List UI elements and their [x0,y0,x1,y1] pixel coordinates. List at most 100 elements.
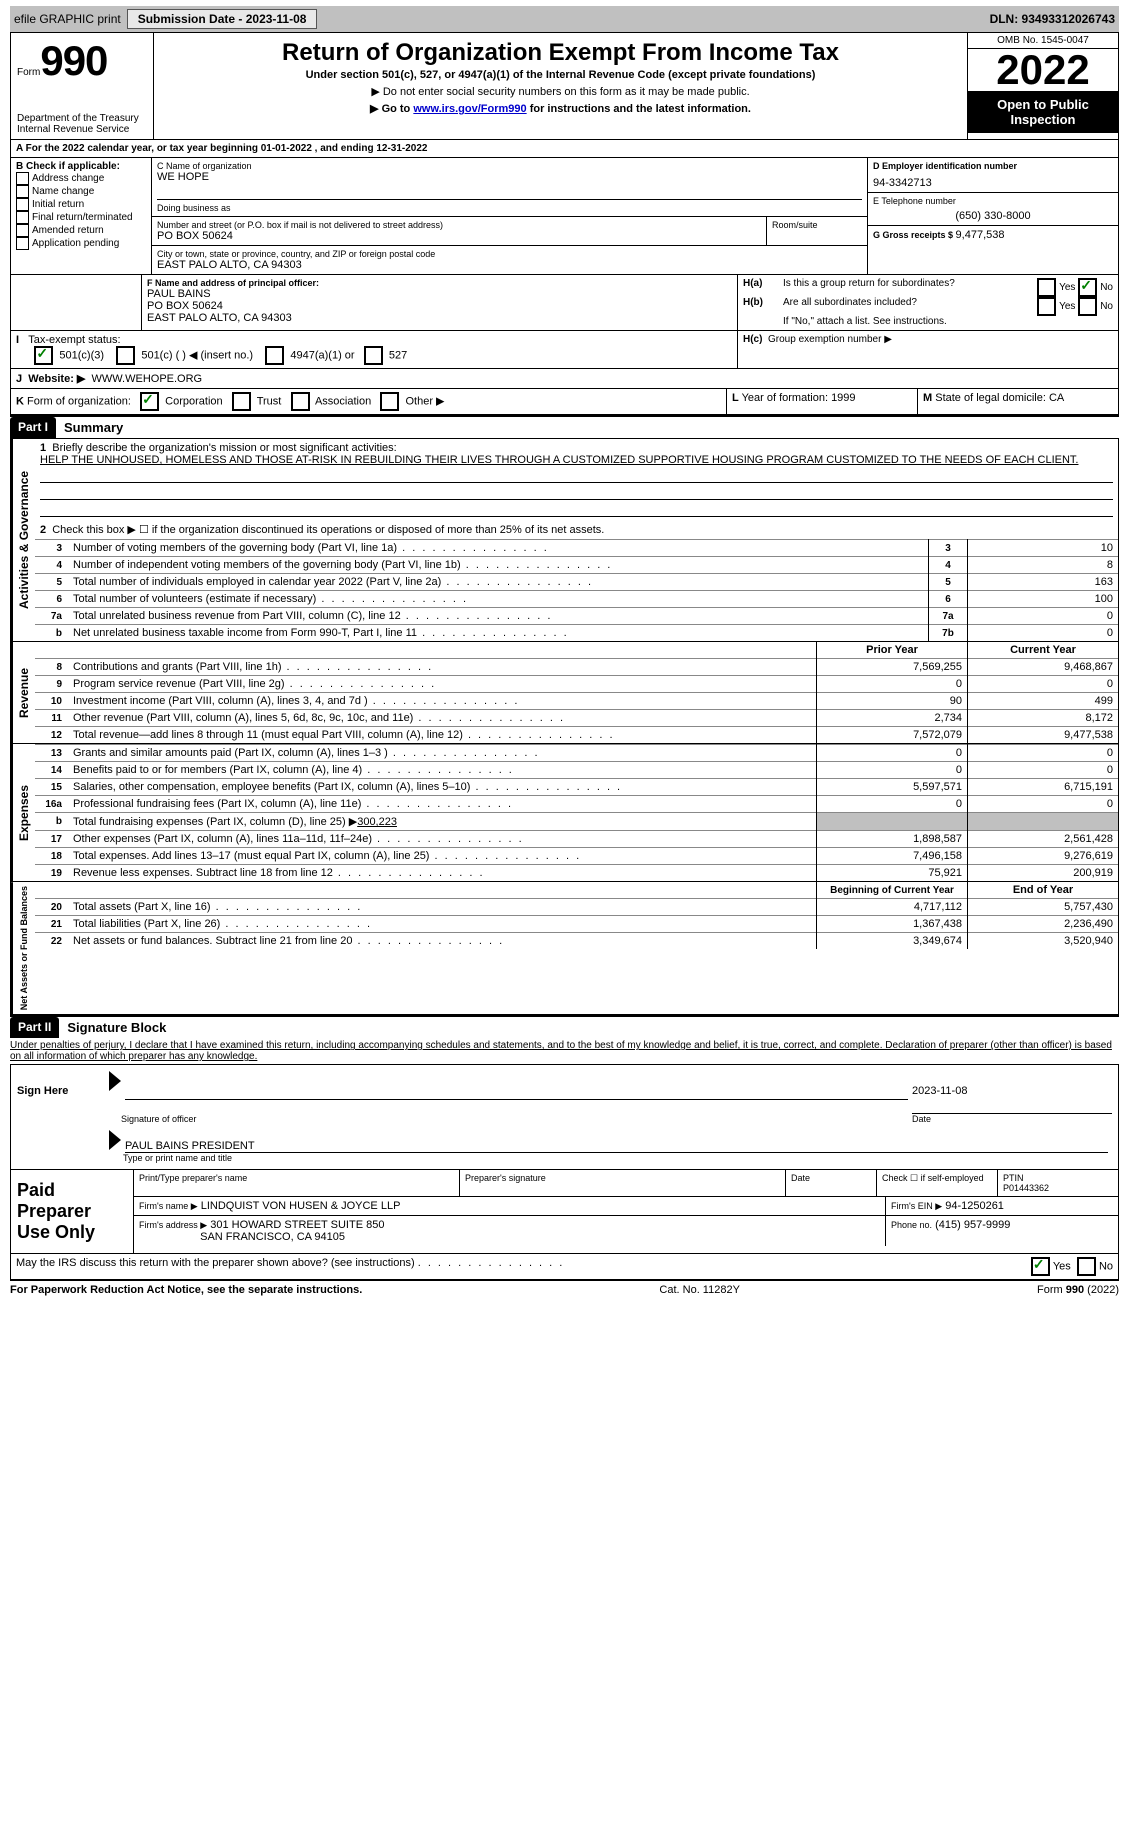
line-text: Total assets (Part X, line 16) [68,899,817,916]
check-application-pending[interactable] [16,237,29,250]
prior-value: 0 [817,796,968,813]
current-value: 9,276,619 [968,848,1119,865]
prior-value: 4,717,112 [817,899,968,916]
current-value: 0 [968,762,1119,779]
check-527[interactable] [364,346,383,365]
sig-date: 2023-11-08 [912,1071,1112,1114]
check-corp[interactable] [140,392,159,411]
current-value: 6,715,191 [968,779,1119,796]
submission-date-button[interactable]: Submission Date - 2023-11-08 [127,9,318,29]
line-value: 10 [968,540,1119,557]
check-name-change[interactable] [16,185,29,198]
line-number: 10 [35,693,68,710]
firm-ein: 94-1250261 [945,1200,1004,1212]
note-ssn: ▶ Do not enter social security numbers o… [160,85,961,98]
firm-phone: (415) 957-9999 [935,1219,1010,1231]
check-501c[interactable] [116,346,135,365]
irs-link[interactable]: www.irs.gov/Form990 [413,103,526,115]
firm-addr1: 301 HOWARD STREET SUITE 850 [210,1219,384,1231]
ha-no[interactable] [1078,278,1097,297]
line-text: Total expenses. Add lines 13–17 (must eq… [68,848,817,865]
line-box: 7b [929,625,968,642]
col-current: Current Year [968,642,1119,659]
line-text: Total number of individuals employed in … [68,574,929,591]
firm-name: LINDQUIST VON HUSEN & JOYCE LLP [201,1200,401,1212]
discuss-no[interactable] [1077,1257,1096,1276]
line-text: Total liabilities (Part X, line 26) [68,916,817,933]
state-domicile: CA [1049,392,1064,404]
prior-value: 0 [817,676,968,693]
check-trust[interactable] [232,392,251,411]
paid-preparer-block: Paid Preparer Use Only Print/Type prepar… [10,1170,1119,1254]
line-number: 22 [35,933,68,950]
info-block: B Check if applicable: Address change Na… [10,158,1119,275]
paid-preparer-label: Paid Preparer Use Only [11,1170,134,1253]
current-value: 0 [968,796,1119,813]
tax-year: 2022 [968,49,1118,91]
check-amended-return[interactable] [16,224,29,237]
year-formation: 1999 [831,392,855,404]
officer-name-title: PAUL BAINS PRESIDENT [125,1130,1108,1153]
discuss-yes[interactable] [1031,1257,1050,1276]
dept-label: Department of the Treasury [17,113,147,124]
irs-label: Internal Revenue Service [17,124,147,135]
check-final-return[interactable] [16,211,29,224]
hb-label: Are all subordinates included? [783,297,1037,316]
line-number: 7a [35,608,68,625]
form-word: Form [17,67,40,78]
org-name: WE HOPE [157,171,862,183]
check-4947[interactable] [265,346,284,365]
line-text: Investment income (Part VIII, column (A)… [68,693,817,710]
hb-no[interactable] [1078,297,1097,316]
line-value: 163 [968,574,1119,591]
firm-addr-label: Firm's address ▶ [139,1220,207,1230]
side-expenses: Expenses [11,744,35,881]
footer-mid: Cat. No. 11282Y [659,1284,740,1296]
line-b-label: Total fundraising expenses (Part IX, col… [73,816,357,828]
prior-value: 5,597,571 [817,779,968,796]
form-header: Form990 Department of the Treasury Inter… [10,32,1119,140]
current-value: 0 [968,676,1119,693]
gross-receipts: 9,477,538 [956,229,1005,241]
col-prior: Prior Year [817,642,968,659]
line2-text: Check this box ▶ ☐ if the organization d… [52,524,604,536]
phone-label: Phone no. [891,1220,932,1230]
prior-value: 1,898,587 [817,831,968,848]
officer-addr1: PO BOX 50624 [147,300,732,312]
dba-label: Doing business as [157,203,862,213]
line-a: A For the 2022 calendar year, or tax yea… [10,140,1119,158]
prior-value: 0 [817,745,968,762]
expenses-section: Expenses 13 Grants and similar amounts p… [10,744,1119,882]
page-footer: For Paperwork Reduction Act Notice, see … [10,1280,1119,1299]
line-number: 15 [35,779,68,796]
line-box: 6 [929,591,968,608]
sign-here-label: Sign Here [11,1065,103,1169]
line-text: Professional fundraising fees (Part IX, … [68,796,817,813]
hb-yes[interactable] [1037,297,1056,316]
note-goto-pre: ▶ Go to [370,103,413,115]
check-address-change[interactable] [16,172,29,185]
line-number: 20 [35,899,68,916]
prior-value: 90 [817,693,968,710]
current-value: 200,919 [968,865,1119,882]
check-initial-return[interactable] [16,198,29,211]
box-f-label: F Name and address of principal officer: [147,278,732,288]
prior-value: 7,496,158 [817,848,968,865]
col-end: End of Year [968,882,1119,899]
arrow-icon [109,1071,121,1091]
date-label: Date [912,1114,1112,1124]
line-number: 11 [35,710,68,727]
check-501c3[interactable] [34,346,53,365]
hc-label: Group exemption number ▶ [768,334,892,345]
declaration-text: Under penalties of perjury, I declare th… [10,1038,1119,1064]
opt-final-return: Final return/terminated [32,212,133,223]
line-value: 8 [968,557,1119,574]
line-text: Net unrelated business taxable income fr… [68,625,929,642]
prior-value: 3,349,674 [817,933,968,950]
check-assoc[interactable] [291,392,310,411]
ha-yes[interactable] [1037,278,1056,297]
box-b-title: B Check if applicable: [16,161,146,172]
line-box: 3 [929,540,968,557]
opt-amended-return: Amended return [32,225,104,236]
check-other[interactable] [380,392,399,411]
